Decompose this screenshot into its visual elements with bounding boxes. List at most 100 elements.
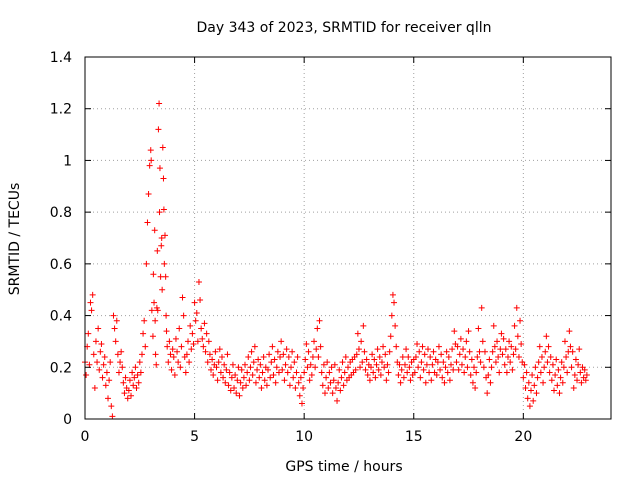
data-point [255,356,262,363]
data-point [205,338,212,345]
data-point [312,364,319,371]
data-point [282,361,289,368]
data-point [385,369,392,376]
data-point [175,359,182,366]
data-point [97,348,104,355]
y-tick-label: 0.2 [50,360,72,376]
data-point [185,338,192,345]
data-point [453,359,460,366]
data-point [156,100,163,107]
data-point [126,377,133,384]
data-point [382,351,389,358]
data-point [193,309,200,316]
data-point [161,232,168,239]
data-point [112,338,119,345]
data-point [274,348,281,355]
data-point [231,384,238,391]
data-point [239,384,246,391]
data-point [266,351,273,358]
data-point [461,369,468,376]
data-point [254,366,261,373]
data-point [96,366,103,373]
data-point [83,372,90,379]
data-point [355,346,362,353]
data-point [566,328,573,335]
data-point [138,351,145,358]
data-point [167,351,174,358]
y-tick-label: 1 [63,153,72,169]
data-point [246,377,253,384]
data-point [294,353,301,360]
data-point [392,322,399,329]
x-tick-label: 0 [81,429,90,445]
data-point [152,351,159,358]
data-point [515,353,522,360]
data-point [510,351,517,358]
data-point [149,333,156,340]
x-axis-label: GPS time / hours [285,459,402,475]
data-point [270,372,277,379]
data-point [260,353,267,360]
data-point [174,348,181,355]
data-point [269,343,276,350]
data-point [363,356,370,363]
plot-frame [84,56,612,420]
data-point [228,374,235,381]
data-point [258,384,265,391]
data-point [155,126,162,133]
data-point [572,356,579,363]
data-point [151,227,158,234]
data-point [430,348,437,355]
data-point [326,369,333,376]
data-point [297,374,304,381]
data-point [275,369,282,376]
data-point [125,387,132,394]
data-point [375,366,382,373]
data-point [100,361,107,368]
data-point [261,377,268,384]
data-point [122,374,129,381]
data-point [485,372,492,379]
data-point [160,175,167,182]
data-point [222,379,229,386]
data-point [240,374,247,381]
data-point [321,390,328,397]
y-tick-label: 0.6 [50,257,72,273]
data-point [250,359,257,366]
data-point [472,384,479,391]
data-point [484,390,491,397]
data-point [468,356,475,363]
data-point [170,353,177,360]
data-point [358,338,365,345]
data-point [368,364,375,371]
data-point [277,353,284,360]
data-point [426,369,433,376]
data-point [291,359,298,366]
data-point [280,351,287,358]
data-point [354,330,361,337]
data-point [578,379,585,386]
data-point [108,403,115,410]
data-point [439,374,446,381]
data-point [441,379,448,386]
data-point [546,369,553,376]
data-point [460,346,467,353]
data-point [529,372,536,379]
data-point [478,304,485,311]
data-point [457,335,464,342]
data-point [298,400,305,407]
data-point [518,341,525,348]
data-point [455,366,462,373]
data-point [421,351,428,358]
data-point [249,372,256,379]
data-point [433,372,440,379]
data-point [376,353,383,360]
data-point [372,374,379,381]
data-point [268,359,275,366]
y-tick-label: 1.4 [50,50,72,66]
data-point [335,379,342,386]
data-point [95,325,102,332]
data-point [383,377,390,384]
data-point [161,260,168,267]
data-point [158,235,165,241]
